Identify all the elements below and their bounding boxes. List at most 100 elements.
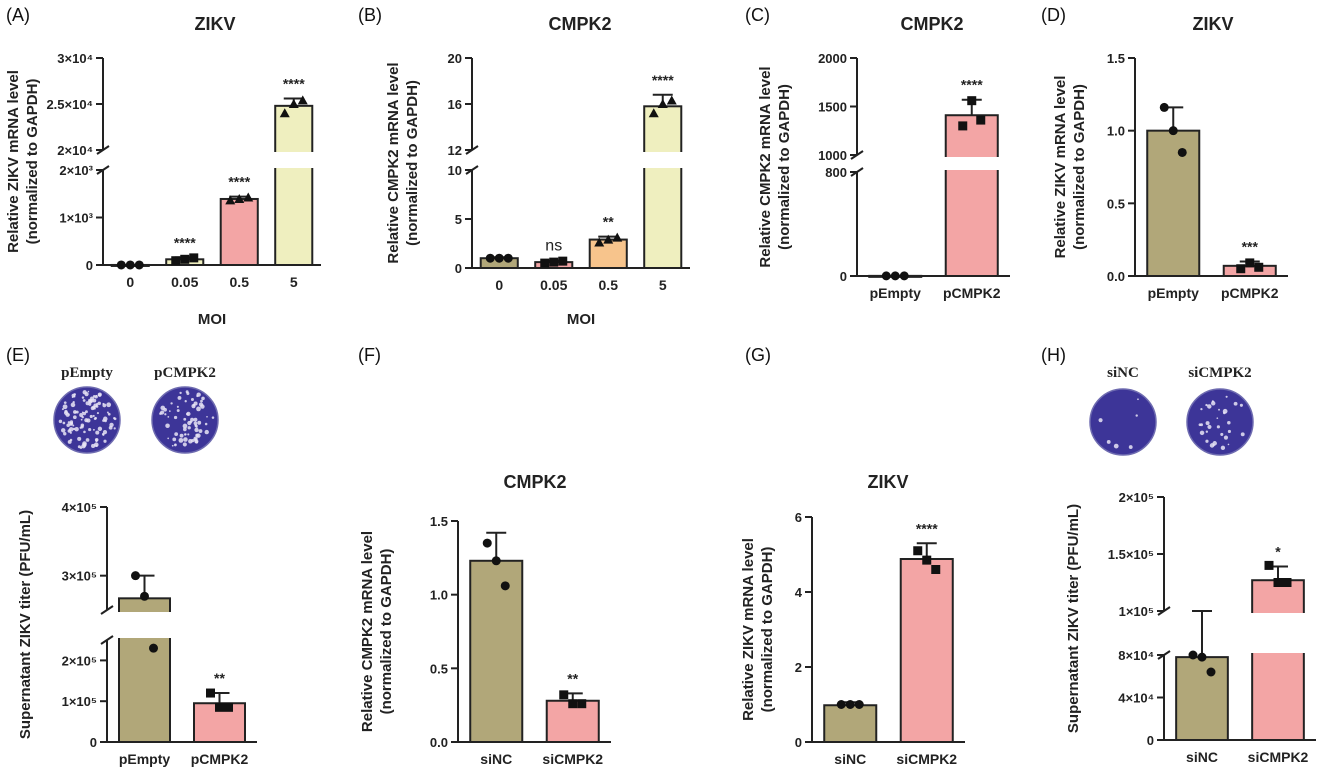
panel-g-significance: **** xyxy=(916,520,938,536)
panel-b-x-label: MOI xyxy=(567,311,595,328)
panel-e-plaque xyxy=(90,406,95,411)
panel-e-plaque xyxy=(84,410,88,414)
panel-e-plaque xyxy=(183,427,187,432)
panel-h-plaque xyxy=(1227,443,1230,446)
panel-c-bar xyxy=(944,114,999,278)
panel-h-plaque xyxy=(1205,430,1209,433)
panel-e-plaque xyxy=(200,404,205,409)
panel-d-point xyxy=(1236,264,1246,274)
panel-e-plaque xyxy=(196,426,198,428)
panel-b-bar xyxy=(643,105,683,269)
panel-f-y-tick-label: 1.0 xyxy=(430,588,448,603)
panel-a-significance: **** xyxy=(283,75,305,91)
panel-h-y-tick-label: 2×10⁵ xyxy=(1119,490,1154,505)
panel-b-significance: **** xyxy=(652,72,674,88)
panel-e-label: (E) xyxy=(6,345,30,365)
panel-d-x-tick-label: pEmpty xyxy=(1148,285,1200,301)
panel-h-plate-label: siNC xyxy=(1107,365,1139,381)
panel-e-plaque xyxy=(95,438,98,442)
panel-f-y-tick-label: 0.0 xyxy=(430,735,448,750)
panel-h-plaque xyxy=(1128,445,1133,449)
panel-e-plaque xyxy=(97,426,103,432)
panel-b-x-tick-label: 0.5 xyxy=(599,277,619,293)
panel-h-plaque xyxy=(1199,430,1205,436)
panel-b-title: CMPK2 xyxy=(548,14,611,34)
panel-f-point xyxy=(482,538,492,548)
panel-e-point xyxy=(215,702,224,712)
panel-e-plaque xyxy=(182,442,187,447)
panel-c-point xyxy=(958,121,968,131)
panel-h-plaque xyxy=(1205,439,1209,443)
panel-a-point xyxy=(297,95,308,105)
panel-e-plaque xyxy=(194,427,199,433)
panel-b-bar xyxy=(588,238,628,270)
panel-h-point xyxy=(1206,667,1216,677)
panel-b-point xyxy=(666,95,677,105)
panel-e-plaque xyxy=(92,414,95,418)
panel-h-point xyxy=(1264,560,1274,570)
panel-c-x-tick-label: pCMPK2 xyxy=(943,285,1001,301)
panel-h-plaque xyxy=(1220,432,1224,436)
panel-h-point xyxy=(1197,652,1207,662)
panel-g-title: ZIKV xyxy=(867,472,908,492)
panel-e-plaque xyxy=(164,413,167,416)
panel-a-x-tick-label: 0.5 xyxy=(230,274,250,290)
panel-e-plaque xyxy=(201,396,205,401)
panel-e-plaque xyxy=(95,404,99,408)
panel-d-x-tick-label: pCMPK2 xyxy=(1221,285,1279,301)
panel-e-plaque xyxy=(204,429,209,435)
panel-e-plaque xyxy=(183,433,187,436)
panel-e-plaque xyxy=(85,401,90,406)
panel-d-point xyxy=(1254,262,1264,272)
panel-b-y-tick-label: 20 xyxy=(448,51,462,66)
panel-h-y-tick-label: 4×10⁴ xyxy=(1118,691,1154,706)
panel-e-plaque xyxy=(171,444,174,447)
panel-e-plaque xyxy=(102,402,105,405)
panel-g-y-label: Relative ZIKV mRNA level xyxy=(740,538,757,721)
panel-e-plate-label: pEmpty xyxy=(61,365,113,381)
panel-f-y-tick-label: 1.5 xyxy=(430,514,448,529)
panel-e-plaque xyxy=(170,402,173,405)
panel-a-point xyxy=(225,195,236,205)
panel-a-point xyxy=(125,260,135,270)
panel-a-point xyxy=(116,260,126,270)
panel-h-y-label: Supernatant ZIKV titer (PFU/mL) xyxy=(1065,504,1082,733)
panel-e-plaque xyxy=(85,438,90,442)
panel-f-point xyxy=(500,581,510,591)
panel-e-axis-break xyxy=(100,635,114,645)
panel-b-y-tick-label: 16 xyxy=(448,97,462,112)
panel-c: (C) CMPK2 0 800 1000 1500 2000 Relative CMPK2 m… xyxy=(745,5,1010,301)
panel-h: (H) 0 4×10⁴ 8×10⁴ 1×10⁵ 1.5×10⁵ 2×10⁵ Supernata… xyxy=(1041,345,1316,765)
panel-e-plaque xyxy=(91,443,96,449)
panel-e-plaque xyxy=(197,420,202,425)
panel-h-plaque xyxy=(1240,432,1245,437)
panel-e-plaque xyxy=(72,415,77,420)
panel-h-x-tick-label: siNC xyxy=(1186,749,1218,765)
panel-b-label: (B) xyxy=(358,5,382,25)
panel-h-bar xyxy=(1251,579,1305,741)
panel-h-y-tick-label: 1×10⁵ xyxy=(1119,604,1154,619)
panel-e-plaque xyxy=(113,427,116,430)
panel-e-plaque xyxy=(103,439,107,443)
panel-b-y-tick-label: 10 xyxy=(448,163,462,178)
panel-e-plaque xyxy=(182,423,188,429)
panel-h-plaque xyxy=(1225,395,1228,398)
panel-e-plaque xyxy=(104,419,107,423)
panel-d-y-tick-label: 1.5 xyxy=(1107,51,1125,66)
panel-a-significance: **** xyxy=(228,174,250,190)
panel-e-plaque xyxy=(169,410,171,412)
panel-e-plaque xyxy=(193,417,198,422)
panel-h-plaque xyxy=(1227,429,1231,434)
panel-f-bar xyxy=(469,559,524,744)
panel-a-point xyxy=(134,260,144,270)
panel-e-plaque xyxy=(200,399,203,403)
panel-e-plaque xyxy=(62,404,68,410)
panel-e-bar-break-gap xyxy=(117,612,172,638)
panel-h-plaque xyxy=(1222,408,1228,414)
panel-h-axis-break xyxy=(1157,606,1171,616)
panel-g: (G) ZIKV 0 2 4 6 Relative ZIKV mRNA level (norm… xyxy=(740,345,965,767)
panel-h-plate xyxy=(1186,388,1254,456)
panel-h-plaque xyxy=(1212,441,1217,446)
panel-h-bar-break-gap xyxy=(1250,613,1306,653)
panel-d-y-tick-label: 0.5 xyxy=(1107,196,1125,211)
